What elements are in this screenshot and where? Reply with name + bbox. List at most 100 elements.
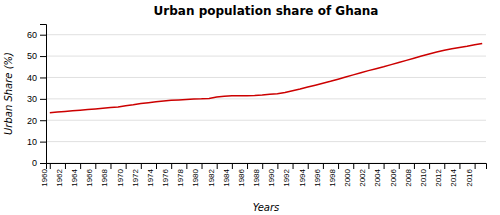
y-tick-label: 30: [27, 94, 37, 104]
x-tick: 1998: [328, 163, 339, 187]
x-tick-label: 2004: [373, 168, 382, 186]
chart: 1960 1962 1964 1966 1968 1970 1972 1974 1976 1978…: [0, 0, 500, 215]
x-tick-mark: [475, 163, 476, 169]
x-tick-mark: [126, 163, 127, 169]
x-tick-mark: [171, 163, 172, 169]
y-axis: 0102030405060: [27, 25, 47, 169]
y-tick-mark: [40, 35, 46, 36]
y-tick-label: 10: [27, 137, 37, 147]
x-tick: 1976: [161, 163, 172, 187]
x-tick-label: 2016: [465, 168, 474, 186]
grid: [46, 35, 486, 163]
x-tick-label: 1966: [85, 168, 94, 186]
x-tick: 2012: [434, 163, 445, 187]
x-tick-label: 1964: [70, 168, 79, 186]
grid-line: [46, 98, 486, 99]
x-tick: 1970: [116, 163, 127, 187]
y-tick-mark: [40, 120, 46, 121]
x-tick-label: 1994: [298, 168, 307, 186]
x-tick-mark: [323, 163, 324, 169]
x-tick: 1972: [131, 163, 142, 187]
x-tick: 1978: [176, 163, 187, 187]
x-tick: 2010: [419, 163, 430, 187]
x-tick: 1996: [313, 163, 324, 187]
x-tick-mark: [186, 163, 187, 169]
y-tick-label: 40: [27, 73, 37, 83]
x-axis-line: [47, 164, 487, 170]
x-tick-label: 1968: [100, 168, 109, 186]
x-tick-label: 1974: [146, 168, 155, 186]
y-tick: 0: [32, 158, 46, 168]
title: Urban population share of Ghana: [154, 4, 379, 18]
x-tick: 2006: [389, 163, 400, 187]
x-tick-label: 1972: [131, 168, 140, 186]
x-tick: 1968: [100, 163, 111, 187]
x-tick-mark: [384, 163, 385, 169]
y-tick-label: 60: [27, 30, 37, 40]
x-tick-label: 1982: [207, 168, 216, 186]
x-tick: 2000: [343, 163, 354, 187]
y-tick: 20: [27, 116, 46, 126]
x-tick-mark: [141, 163, 142, 169]
y-tick: 10: [27, 137, 46, 147]
x-tick-mark: [156, 163, 157, 169]
x-tick-label: 2008: [404, 168, 413, 186]
x-tick-label: 1962: [55, 168, 64, 186]
marks: [50, 43, 482, 112]
x-tick: 1960: [40, 163, 51, 187]
x-tick-mark: [277, 163, 278, 169]
x-tick: 1986: [237, 163, 248, 187]
x-tick: 1980: [191, 163, 202, 187]
line: [50, 43, 482, 112]
y-tick-mark: [40, 163, 46, 164]
x-tick: 1992: [282, 163, 293, 187]
x-tick-mark: [217, 163, 218, 169]
x-tick: 1982: [207, 163, 218, 187]
x-tick-mark: [368, 163, 369, 169]
x-tick: 2002: [358, 163, 369, 187]
x-tick-mark: [399, 163, 400, 169]
x-tick-mark: [65, 163, 66, 169]
x-tick-mark: [293, 163, 294, 169]
y-tick: 30: [27, 94, 46, 104]
y-axis-title: Urban Share (%): [3, 52, 14, 135]
x-axis-title: Years: [253, 202, 280, 213]
x-tick-label: 2000: [343, 168, 352, 186]
x-tick-mark: [247, 163, 248, 169]
x-tick-mark: [232, 163, 233, 169]
x-tick: 1984: [222, 163, 233, 187]
x-tick-label: 2012: [434, 168, 443, 186]
plot: 1960 1962 1964 1966 1968 1970 1972 1974 1976 1978…: [27, 25, 487, 187]
x-tick-label: 1980: [191, 168, 200, 186]
y-tick-mark: [40, 56, 46, 57]
x-tick: 1964: [70, 163, 81, 187]
x-tick-label: 1986: [237, 168, 246, 186]
x-tick-mark: [429, 163, 430, 169]
x-tick-label: 2002: [358, 168, 367, 186]
y-tick: 60: [27, 30, 46, 40]
grid-line: [46, 141, 486, 142]
x-tick-mark: [80, 163, 81, 169]
x-tick: 2016: [465, 163, 476, 187]
x-tick-label: 2010: [419, 168, 428, 186]
x-tick: 1990: [267, 163, 278, 187]
x-tick-mark: [353, 163, 354, 169]
x-axis: 1960 1962 1964 1966 1968 1970 1972 1974 1976 1978…: [40, 163, 487, 187]
x-tick-mark: [459, 163, 460, 169]
x-tick-label: 1970: [116, 168, 125, 186]
x-tick: 1994: [298, 163, 309, 187]
x-tick-mark: [95, 163, 96, 169]
x-tick: 1966: [85, 163, 96, 187]
y-tick-mark: [40, 77, 46, 78]
x-tick-mark: [444, 163, 445, 169]
grid-line: [46, 34, 486, 35]
x-tick-label: 1984: [222, 168, 231, 186]
x-tick-label: 2006: [389, 168, 398, 186]
x-tick-mark: [50, 163, 51, 169]
x-tick: 2008: [404, 163, 415, 187]
x-tick: 1988: [252, 163, 263, 187]
x-tick-label: 2014: [449, 168, 458, 186]
y-axis-line: [40, 25, 47, 164]
x-tick-label: 1998: [328, 168, 337, 186]
x-tick-label: 1990: [267, 168, 276, 186]
